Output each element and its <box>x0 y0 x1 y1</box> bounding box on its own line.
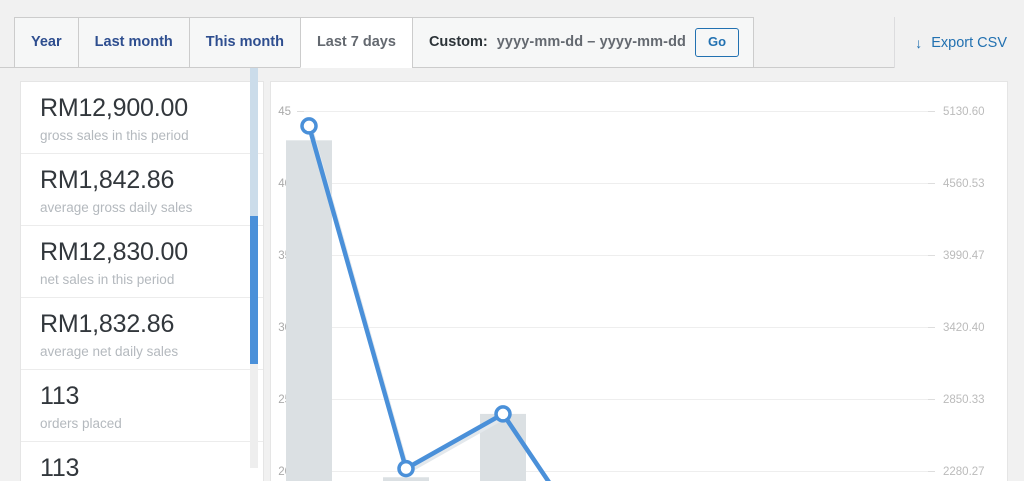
tab-list: Year Last month This month Last 7 days C… <box>14 17 755 68</box>
ytick-right: 2850.33 <box>943 394 985 406</box>
custom-range-inputs[interactable]: yyyy-mm-dd – yyyy-mm-dd <box>496 34 686 51</box>
tab-last-7-days[interactable]: Last 7 days <box>299 17 412 68</box>
chart-bar[interactable] <box>383 477 429 481</box>
stat-average-gross-daily-sales[interactable]: RM1,842.86 average gross daily sales <box>21 154 263 226</box>
sales-chart[interactable]: 45 40 35 30 25 20 5130.60 4560.53 3990 <box>271 82 1007 481</box>
chart-bar[interactable] <box>286 140 332 481</box>
stat-value: RM1,842.86 <box>40 166 175 194</box>
toolbar-right: ↓ Export CSV <box>894 17 1024 68</box>
ytick-right: 3990.47 <box>943 250 985 262</box>
sidebar-scrollbar-thumb[interactable] <box>250 216 258 364</box>
custom-range-tab: Custom: yyyy-mm-dd – yyyy-mm-dd Go <box>411 17 755 68</box>
stat-value: RM12,830.00 <box>40 238 188 266</box>
chart-bars[interactable] <box>286 140 623 481</box>
sales-chart-panel[interactable]: 45 40 35 30 25 20 5130.60 4560.53 3990 <box>270 81 1008 481</box>
stat-label: net sales in this period <box>40 271 175 287</box>
stat-orders-placed[interactable]: 113 orders placed <box>21 370 263 442</box>
tab-this-month[interactable]: This month <box>188 17 300 68</box>
stat-value: 113 <box>40 382 80 410</box>
tab-year[interactable]: Year <box>14 17 78 68</box>
chart-line-shadow <box>309 128 551 481</box>
stat-items-purchased[interactable]: 113 <box>21 442 263 481</box>
stat-net-sales[interactable]: RM12,830.00 net sales in this period <box>21 226 263 298</box>
chart-line-orders[interactable] <box>306 123 600 481</box>
export-csv-label: Export CSV <box>931 34 1007 51</box>
download-arrow-icon: ↓ <box>915 34 923 51</box>
date-range-tabbar: Year Last month This month Last 7 days C… <box>0 17 1024 68</box>
stat-value: RM12,900.00 <box>40 94 188 122</box>
stat-label: average gross daily sales <box>40 199 193 215</box>
report-content: RM12,900.00 gross sales in this period R… <box>0 68 1024 481</box>
chart-data-point[interactable] <box>300 117 318 135</box>
stat-value: RM1,832.86 <box>40 310 175 338</box>
chart-data-point[interactable] <box>494 405 512 423</box>
chart-data-points[interactable] <box>300 117 512 478</box>
ytick-right: 3420.40 <box>943 322 985 334</box>
sidebar-scrollbar-upper[interactable] <box>250 68 258 216</box>
custom-range-label: Custom: <box>428 34 488 51</box>
stat-label: average net daily sales <box>40 343 179 359</box>
chart-data-point[interactable] <box>397 459 415 478</box>
stat-label: orders placed <box>40 415 122 431</box>
ytick-right: 5130.60 <box>943 106 985 118</box>
go-button[interactable]: Go <box>695 28 740 57</box>
ytick-left: 45 <box>278 106 291 118</box>
stat-label: gross sales in this period <box>40 127 189 143</box>
chart-right-axis-labels: 5130.60 4560.53 3990.47 3420.40 2850.33 … <box>943 106 985 478</box>
ytick-right: 4560.53 <box>943 178 985 190</box>
chart-gridlines <box>304 111 928 472</box>
stat-gross-sales[interactable]: RM12,900.00 gross sales in this period <box>21 82 263 154</box>
stat-average-net-daily-sales[interactable]: RM1,832.86 average net daily sales <box>21 298 263 370</box>
chart-right-tickmarks <box>928 111 935 472</box>
tab-last-month[interactable]: Last month <box>77 17 189 68</box>
ytick-right: 2280.27 <box>943 466 985 478</box>
export-csv-button[interactable]: ↓ Export CSV <box>894 17 1024 68</box>
sales-summary-sidebar[interactable]: RM12,900.00 gross sales in this period R… <box>20 81 264 481</box>
